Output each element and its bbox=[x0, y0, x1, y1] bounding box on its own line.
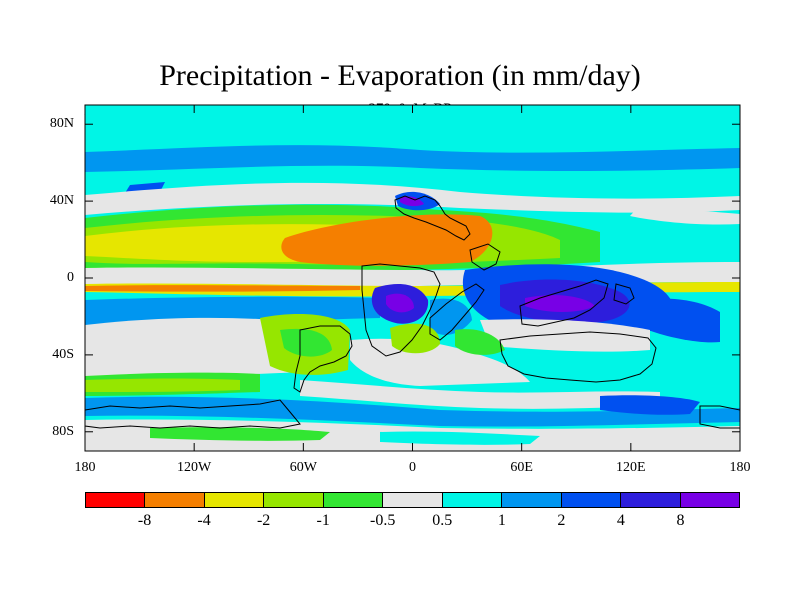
colorbar-label: 2 bbox=[557, 512, 566, 529]
lat-tick-label: 80N bbox=[49, 116, 74, 132]
colorbar-label: 0.5 bbox=[432, 512, 453, 529]
map-field bbox=[85, 105, 740, 451]
lat-tick-label: 40N bbox=[49, 193, 74, 209]
colorbar-label: 8 bbox=[676, 512, 685, 529]
colorbar-box bbox=[383, 493, 443, 507]
colorbar-box bbox=[442, 493, 503, 507]
colorbar-label: -1 bbox=[316, 512, 330, 529]
colorbar-box bbox=[561, 493, 622, 507]
colorbar-box bbox=[680, 493, 739, 507]
lat-tick-label: 40S bbox=[52, 346, 74, 362]
axis-ticks bbox=[84, 105, 741, 451]
colorbar-box bbox=[145, 493, 205, 507]
lon-tick-label: 60W bbox=[289, 460, 317, 475]
lat-tick-label: 80S bbox=[52, 423, 74, 439]
lon-tick-label: 120E bbox=[616, 460, 646, 475]
lon-tick-label: 0 bbox=[409, 460, 416, 475]
colorbar-box bbox=[621, 493, 681, 507]
colorbar bbox=[85, 492, 740, 508]
colorbar-label: -8 bbox=[137, 512, 152, 529]
colorbar-box bbox=[204, 493, 265, 507]
lon-tick-label: 60E bbox=[510, 460, 533, 475]
lon-tick-label: 120W bbox=[177, 460, 212, 475]
colorbar-box bbox=[264, 493, 324, 507]
lon-tick-label: 180 bbox=[74, 460, 96, 475]
colorbar-label: 1 bbox=[497, 512, 506, 529]
colorbar-box bbox=[86, 493, 146, 507]
colorbar-box bbox=[323, 493, 384, 507]
colorbar-label: -0.5 bbox=[370, 512, 396, 529]
colorbar-box bbox=[502, 493, 562, 507]
plot-title: Precipitation - Evaporation (in mm/day) bbox=[159, 59, 641, 92]
lat-tick-label: 0 bbox=[67, 270, 74, 285]
colorbar-label: -4 bbox=[197, 512, 211, 529]
lon-tick-label: 180 bbox=[729, 460, 751, 475]
coastlines bbox=[84, 195, 741, 429]
colorbar-label: 4 bbox=[616, 512, 625, 529]
colorbar-label: -2 bbox=[256, 512, 271, 529]
